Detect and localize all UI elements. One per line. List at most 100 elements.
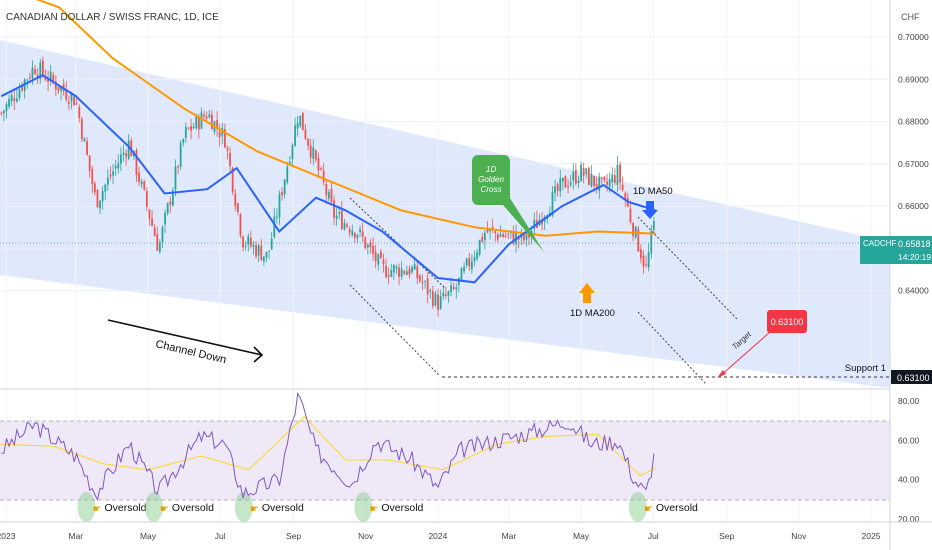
rsi-ma-line	[1, 415, 656, 477]
candle-body	[528, 234, 530, 238]
countdown: 14:20:19	[898, 252, 931, 262]
candle-body	[314, 150, 317, 160]
target-price-tag	[767, 310, 807, 333]
oversold-label: Oversold	[104, 502, 146, 514]
candle-body	[262, 256, 265, 262]
candle-body	[291, 145, 294, 160]
candle-body	[80, 118, 83, 140]
candle-body	[333, 200, 335, 218]
candle-body	[21, 86, 23, 91]
candle-body	[109, 174, 112, 177]
candle-body	[208, 114, 211, 118]
candle-body	[650, 231, 653, 254]
candle-body	[166, 203, 169, 214]
candle-body	[408, 268, 411, 275]
candle-body	[145, 191, 148, 207]
candle-body	[478, 239, 481, 255]
candle-body	[99, 200, 101, 209]
golden-cross-label: 1D Golden Cross	[478, 165, 504, 194]
candle-body	[301, 112, 304, 131]
candle-body	[499, 234, 502, 237]
candle-body	[338, 212, 341, 214]
candle-body	[18, 89, 21, 99]
time-axis-ticks: 2023 Mar May Jul Sep Nov 2024 Mar May Jul Sep Nov 20…	[0, 531, 881, 541]
candle-body	[41, 60, 44, 75]
candle-body	[270, 238, 273, 250]
ma200-arrow	[579, 283, 595, 303]
candle-body	[379, 251, 382, 259]
oversold-markers: ☛ Oversold ☛ Oversold ☛ Oversold ☛ Oversold ☛ Ove…	[77, 492, 698, 522]
oversold-highlight	[354, 492, 373, 522]
golden-cross-line: Golden	[478, 175, 504, 184]
candle-body	[385, 265, 387, 278]
candle-body	[325, 183, 328, 196]
candle-body	[574, 170, 577, 184]
candle-body	[278, 194, 281, 218]
candle-body	[353, 233, 356, 238]
candle-body	[507, 233, 510, 235]
rsi-axis-ticks: 80.00 60.00 40.00 20.00	[898, 396, 920, 524]
candle-body	[114, 165, 117, 169]
golden-cross-callout: 1D Golden Cross	[472, 155, 544, 252]
candle-body	[486, 229, 489, 233]
time-tick-label: 2025	[862, 531, 881, 541]
candle-body	[135, 150, 138, 176]
candle-body	[229, 152, 231, 167]
current-price-tag	[860, 236, 932, 264]
candle-body	[309, 145, 312, 158]
price-tick-label: 0.66000	[898, 201, 929, 211]
candle-body	[405, 271, 408, 275]
candle-body	[351, 230, 354, 236]
candle-body	[387, 275, 390, 277]
candle-body	[611, 174, 614, 182]
candle-body	[265, 251, 268, 258]
price-tick-label: 0.67000	[898, 159, 929, 169]
ma50-line	[0, 73, 656, 284]
price-axis-panel[interactable]	[890, 0, 932, 550]
candle-body	[257, 245, 260, 256]
candle-body	[158, 242, 161, 252]
candle-body	[608, 179, 611, 187]
candle-body	[369, 242, 372, 248]
candle-body	[210, 114, 213, 130]
candle-body	[216, 120, 218, 129]
candle-body	[613, 175, 616, 183]
candle-body	[288, 161, 291, 164]
candle-body	[179, 143, 182, 167]
hand-icon: ☛	[369, 504, 378, 515]
candle-body	[273, 216, 276, 237]
candle-body	[244, 245, 247, 247]
candle-body	[619, 164, 621, 183]
candle-body	[236, 203, 239, 213]
candle-body	[600, 177, 603, 179]
grid	[0, 0, 890, 522]
candle-body	[73, 96, 75, 106]
golden-cross-line: Cross	[481, 185, 502, 194]
oversold-highlight	[628, 492, 647, 522]
candle-body	[395, 266, 398, 269]
candle-body	[439, 296, 442, 309]
candle-body	[5, 104, 8, 112]
candle-body	[28, 76, 31, 78]
candle-body	[317, 157, 320, 171]
candle-body	[450, 285, 452, 293]
candle-body	[117, 163, 120, 169]
candle-body	[455, 287, 458, 290]
price-tick-label: 0.70000	[898, 32, 929, 42]
candle-body	[639, 249, 642, 259]
candle-body	[294, 125, 296, 146]
candle-body	[624, 192, 627, 200]
current-price: 0.65818	[898, 239, 931, 249]
time-tick-label: Sep	[719, 531, 734, 541]
candle-body	[156, 234, 159, 251]
candle-body	[525, 231, 528, 240]
candle-body	[174, 166, 177, 190]
candle-body	[106, 177, 109, 185]
candle-body	[392, 265, 395, 273]
time-tick-label: Nov	[791, 531, 807, 541]
candle-body	[629, 208, 632, 223]
candle-body	[468, 257, 471, 267]
candle-body	[447, 291, 450, 296]
